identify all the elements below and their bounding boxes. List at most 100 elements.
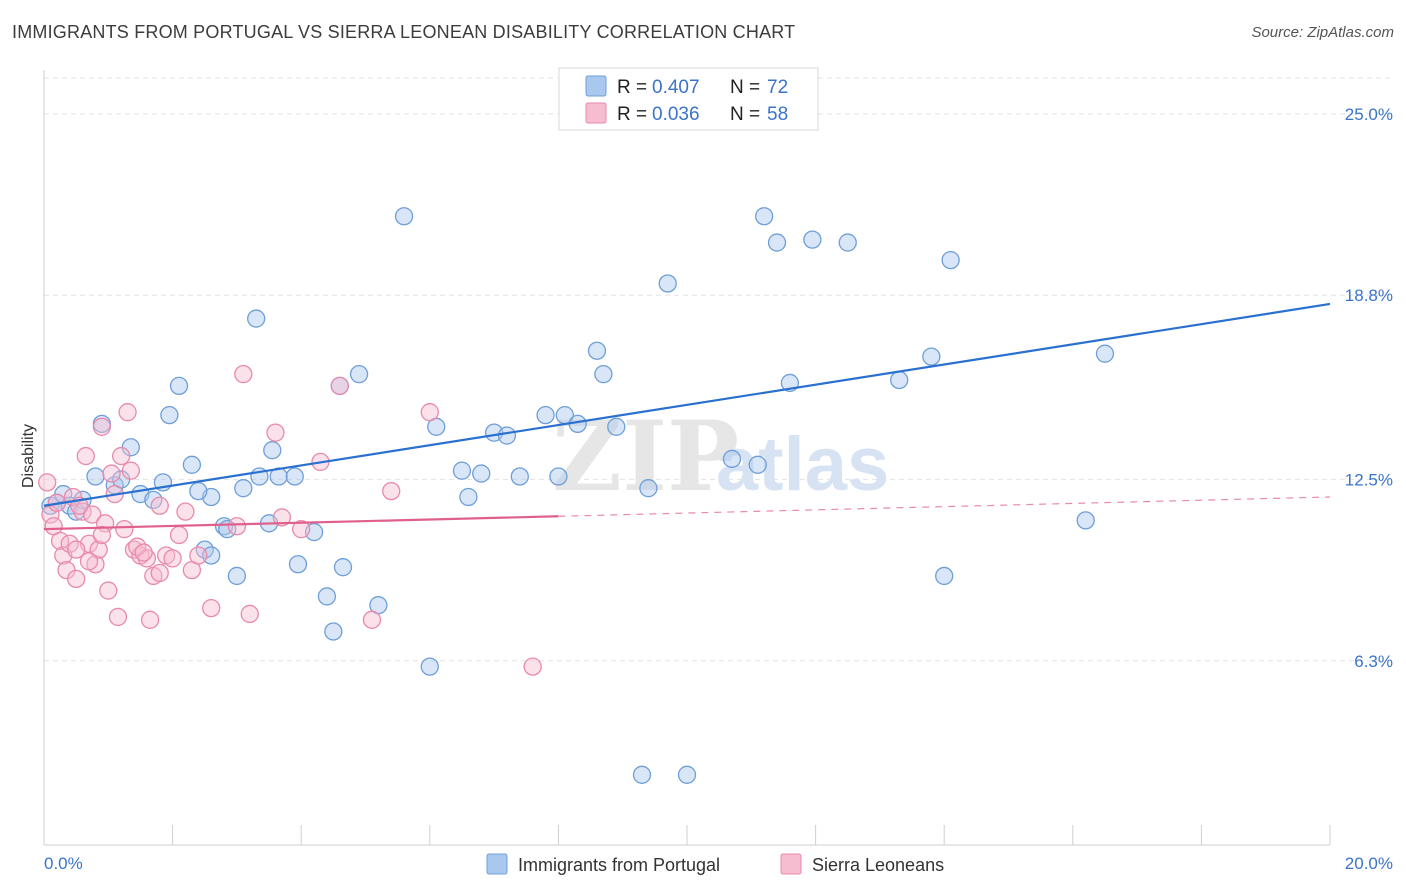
trend-line-portugal xyxy=(43,302,1331,507)
point-portugal xyxy=(169,376,189,395)
point-sierra xyxy=(150,496,169,515)
y-tick-label: 25.0% xyxy=(1345,105,1393,124)
point-portugal xyxy=(285,467,304,486)
x-ticks xyxy=(43,825,1331,845)
point-sierra xyxy=(102,464,121,483)
legend-r-label-portugal: R = xyxy=(617,77,647,98)
point-sierra xyxy=(330,376,349,395)
bottom-legend-swatch-sierra xyxy=(780,853,802,875)
point-sierra xyxy=(118,403,137,422)
point-portugal xyxy=(510,467,529,486)
point-sierra xyxy=(420,403,439,422)
point-sierra xyxy=(92,525,112,545)
point-portugal xyxy=(935,566,954,586)
point-sierra xyxy=(150,563,169,583)
point-portugal xyxy=(472,464,491,483)
point-portugal xyxy=(394,207,414,226)
legend-r-value-sierra: 0.036 xyxy=(652,104,700,125)
series-legend: Immigrants from Portugal Sierra Leoneans xyxy=(486,853,944,875)
point-portugal xyxy=(182,455,202,474)
point-portugal xyxy=(941,250,960,270)
watermark: ZIP atlas xyxy=(552,400,889,513)
point-portugal xyxy=(333,558,353,577)
point-sierra xyxy=(134,543,153,562)
point-sierra xyxy=(227,517,247,536)
point-portugal xyxy=(722,449,742,469)
point-portugal xyxy=(160,405,179,425)
point-sierra xyxy=(176,502,195,521)
legend-r-value-portugal: 0.407 xyxy=(652,77,700,98)
data-points xyxy=(38,207,1115,784)
point-sierra xyxy=(382,481,401,501)
point-portugal xyxy=(838,233,857,252)
bottom-legend-label-sierra: Sierra Leoneans xyxy=(812,855,944,875)
watermark-atlas: atlas xyxy=(716,422,889,507)
point-sierra xyxy=(272,508,292,527)
point-sierra xyxy=(112,446,131,466)
point-portugal xyxy=(317,587,337,606)
point-sierra xyxy=(79,552,99,571)
point-sierra xyxy=(240,604,259,624)
y-tick-label: 18.8% xyxy=(1345,286,1393,305)
point-portugal xyxy=(803,230,822,249)
point-portugal xyxy=(1076,511,1095,530)
trend-lines xyxy=(43,302,1331,531)
point-portugal xyxy=(549,467,568,486)
legend-swatch-portugal xyxy=(585,75,607,97)
y-axis-label: Disability xyxy=(20,424,37,488)
point-sierra xyxy=(266,423,285,442)
point-portugal xyxy=(452,461,472,480)
point-portugal xyxy=(263,441,282,460)
point-portugal xyxy=(202,546,221,565)
point-sierra xyxy=(292,520,311,539)
chart-title: IMMIGRANTS FROM PORTUGAL VS SIERRA LEONE… xyxy=(12,22,796,42)
bottom-legend-label-portugal: Immigrants from Portugal xyxy=(518,855,720,875)
point-sierra xyxy=(67,540,86,559)
legend-n-label-portugal: N = xyxy=(730,77,760,98)
point-portugal xyxy=(459,487,478,507)
y-tick-label: 12.5% xyxy=(1345,470,1393,489)
source-label: Source: ZipAtlas.com xyxy=(1251,24,1394,41)
legend-n-value-sierra: 58 xyxy=(767,104,788,125)
point-portugal xyxy=(247,309,266,328)
point-portugal xyxy=(227,566,247,586)
point-portugal xyxy=(234,479,253,498)
point-portugal xyxy=(1095,344,1115,363)
point-sierra xyxy=(38,473,57,492)
point-sierra xyxy=(115,520,134,539)
y-tick-label: 6.3% xyxy=(1354,652,1393,671)
point-sierra xyxy=(140,610,160,629)
trend-line-sierra xyxy=(43,515,559,531)
y-tick-labels: 6.3% 12.5% 18.8% 25.0% xyxy=(1345,105,1393,671)
point-sierra xyxy=(121,461,140,480)
point-portugal xyxy=(748,455,767,474)
point-sierra xyxy=(234,365,253,384)
point-portugal xyxy=(607,417,626,436)
point-sierra xyxy=(362,610,382,629)
point-portugal xyxy=(288,555,308,574)
point-portugal xyxy=(767,233,787,252)
legend-n-value-portugal: 72 xyxy=(767,77,788,98)
legend-n-label-sierra: N = xyxy=(730,104,760,125)
point-portugal xyxy=(922,347,941,366)
trend-line-sierra-dashed xyxy=(558,496,1331,517)
point-portugal xyxy=(594,365,613,384)
point-sierra xyxy=(92,417,112,436)
point-portugal xyxy=(536,405,555,425)
point-portugal xyxy=(420,657,439,676)
point-sierra xyxy=(76,446,95,466)
point-sierra xyxy=(83,505,102,524)
legend-swatch-sierra xyxy=(585,102,607,124)
point-portugal xyxy=(214,517,234,536)
point-portugal xyxy=(324,622,343,641)
point-portugal xyxy=(639,479,658,498)
point-sierra xyxy=(41,505,60,524)
point-sierra xyxy=(169,525,189,545)
point-sierra xyxy=(189,546,208,565)
point-portugal xyxy=(890,370,909,390)
point-portugal xyxy=(86,467,105,486)
x-tick-label-min: 0.0% xyxy=(44,854,83,873)
point-portugal xyxy=(677,765,697,784)
point-portugal xyxy=(587,341,607,360)
point-sierra xyxy=(108,607,128,627)
